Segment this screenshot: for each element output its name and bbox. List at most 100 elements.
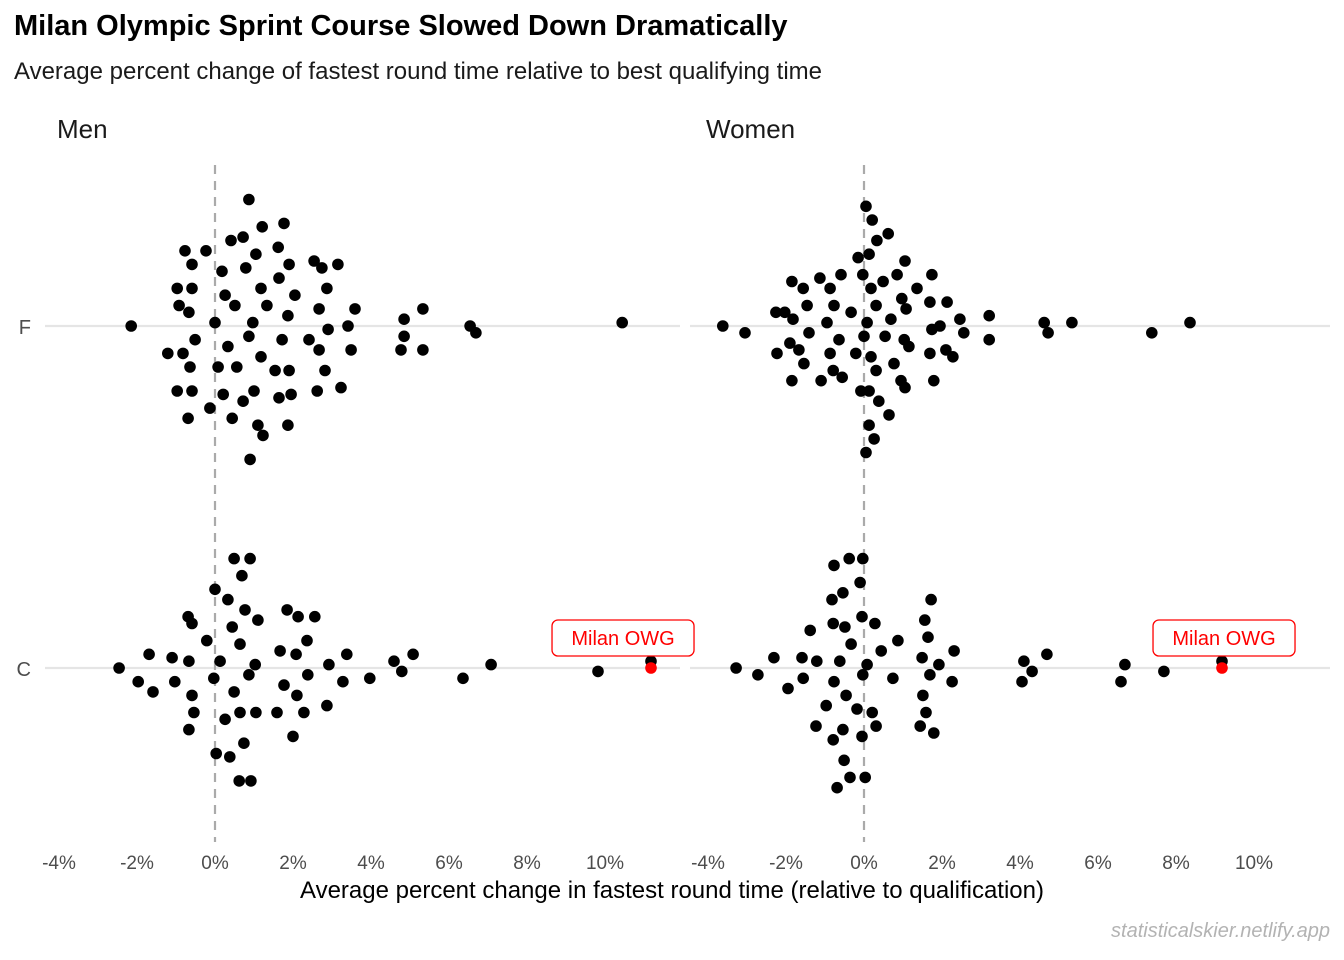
data-point (827, 617, 839, 630)
data-point (166, 651, 178, 664)
data-point (924, 296, 936, 308)
data-point (204, 402, 216, 414)
data-point (321, 699, 333, 712)
data-point (301, 634, 313, 647)
data-point (398, 330, 410, 343)
data-point (958, 327, 970, 339)
data-point (852, 251, 864, 264)
data-point (883, 409, 895, 421)
data-point (860, 200, 872, 213)
data-point (1038, 316, 1050, 329)
data-point (311, 385, 324, 397)
data-point (248, 385, 260, 397)
data-point (926, 268, 938, 281)
data-point (239, 604, 251, 616)
x-tick-label: 2% (928, 853, 956, 874)
data-point (244, 453, 256, 466)
data-point (273, 392, 285, 404)
data-point (292, 610, 304, 623)
data-point (896, 292, 908, 305)
data-point (417, 303, 429, 315)
data-point (364, 672, 376, 685)
data-point (243, 330, 255, 343)
data-point (238, 737, 250, 749)
data-point (811, 655, 823, 667)
data-point (250, 248, 262, 260)
x-tick-label: 2% (279, 853, 307, 874)
data-point (771, 347, 783, 360)
data-point (240, 262, 252, 274)
data-point (252, 614, 264, 626)
data-point (1016, 675, 1028, 688)
data-point (255, 282, 267, 295)
data-point (797, 282, 809, 295)
data-point (143, 648, 155, 661)
x-tick-label: -4% (691, 853, 725, 874)
data-point (173, 299, 185, 312)
x-tick-label: 0% (201, 853, 229, 874)
data-point (183, 306, 195, 319)
data-point (782, 682, 794, 695)
data-point (188, 706, 200, 719)
data-point (335, 381, 347, 394)
data-point (243, 669, 255, 681)
data-point (234, 638, 246, 650)
data-point (899, 255, 911, 267)
data-point (592, 665, 604, 678)
data-point (815, 374, 827, 387)
data-point (1026, 665, 1038, 678)
data-point (914, 720, 926, 732)
x-axis-title: Average percent change in fastest round … (300, 877, 1044, 904)
data-point (787, 313, 799, 326)
data-point (247, 316, 259, 329)
data-point (309, 610, 321, 623)
data-point (349, 303, 361, 315)
data-point (911, 282, 923, 295)
y-tick-label-C: C (17, 659, 31, 681)
data-point (863, 419, 875, 432)
data-point (226, 412, 238, 425)
data-point (843, 552, 855, 565)
data-point (779, 306, 791, 319)
data-point (231, 361, 243, 373)
data-point (283, 258, 295, 271)
data-point (210, 747, 222, 760)
data-point (871, 234, 883, 247)
chart-subtitle: Average percent change of fastest round … (14, 58, 823, 85)
x-tick-label: -4% (42, 853, 76, 874)
chart-title: Milan Olympic Sprint Course Slowed Down … (14, 10, 788, 42)
data-point (388, 655, 400, 667)
data-point (869, 617, 881, 630)
data-point (752, 669, 764, 681)
data-point (319, 364, 331, 377)
data-point (457, 672, 469, 685)
data-point (225, 234, 237, 247)
data-point (899, 381, 911, 394)
data-point (616, 316, 628, 329)
data-point (928, 727, 940, 739)
annotation-box (1152, 619, 1296, 657)
data-point (276, 333, 288, 346)
data-point (1042, 327, 1054, 339)
data-point (827, 364, 839, 377)
data-point (233, 775, 245, 787)
data-point (226, 621, 238, 633)
data-point (186, 282, 198, 295)
data-point (866, 214, 878, 226)
data-point (834, 655, 846, 667)
data-point (797, 672, 809, 685)
data-point (272, 241, 285, 254)
data-point (925, 593, 937, 606)
data-point (244, 552, 256, 565)
data-point (865, 282, 877, 295)
data-point (828, 675, 840, 688)
data-point (854, 576, 866, 589)
data-point (237, 231, 249, 243)
data-point (228, 686, 240, 698)
data-point (827, 734, 839, 746)
data-point (851, 703, 863, 715)
data-point (1146, 327, 1158, 339)
data-point (839, 621, 851, 633)
data-point (291, 689, 303, 702)
panel-title-men: Men (57, 114, 108, 144)
